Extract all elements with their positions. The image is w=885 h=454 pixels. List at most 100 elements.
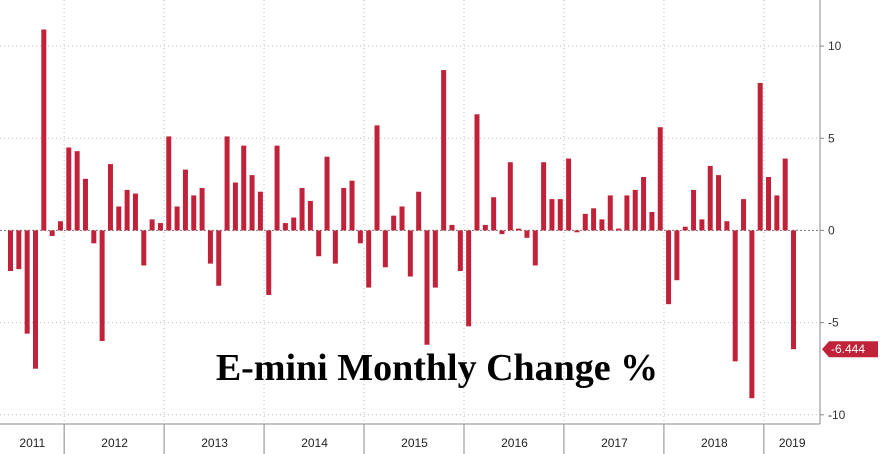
y-tick-label: 0 [828,223,835,237]
y-axis: -10 -5 0 5 10 [819,0,846,424]
bar [649,212,655,231]
bar [524,230,530,238]
bar [724,221,730,231]
last-value-tag: -6.444 [822,341,878,358]
bar [257,191,263,231]
bar [332,230,338,264]
y-tick-label: 5 [828,131,835,145]
bar [657,127,663,231]
bar [49,230,55,236]
bar [216,230,222,286]
bar [82,178,88,231]
bar [549,199,555,231]
last-value-tag-shape [822,341,878,358]
x-tick-label: 2017 [601,436,628,450]
bar [716,175,722,231]
bar [124,189,130,231]
bar [457,230,463,271]
bar [74,151,80,231]
bar [641,176,647,231]
bar [182,169,188,231]
x-tick-label: 2018 [701,436,728,450]
bar [632,189,638,231]
bar [391,215,397,231]
bar [191,195,197,231]
bar [99,230,105,342]
bar [366,230,372,288]
bar [749,230,755,399]
x-tick-label: 2019 [779,436,806,450]
bar [57,221,63,231]
bar [357,230,363,244]
x-tick-label: 2015 [401,436,428,450]
bar [699,219,705,231]
bar [757,82,763,231]
bar [507,162,513,231]
x-tick-label: 2012 [101,436,128,450]
bar [607,195,613,231]
bar [8,230,13,271]
bar [574,230,580,233]
bar [441,70,447,231]
x-axis: 2011 2012 2013 2014 2015 2016 2017 2018 2019 [0,423,820,454]
bar [324,156,330,231]
bar [557,199,563,231]
bar [249,175,255,231]
bar [91,230,97,244]
bar [782,158,788,231]
last-value-label: -6.444 [831,342,865,356]
bar [32,230,38,369]
bar [424,230,430,345]
gridlines [0,0,820,424]
bar [66,147,72,231]
bar [774,195,780,231]
bar [132,193,138,231]
bar [266,230,272,295]
bar [541,162,547,231]
bar [41,29,47,231]
bar [732,230,738,362]
bar [174,206,180,231]
bar [674,230,680,281]
y-tick-label: -5 [828,316,839,330]
bar [399,206,405,231]
bar [766,176,772,231]
bar [407,230,413,277]
bars [8,29,797,399]
chart-title: E-mini Monthly Change % [216,347,658,389]
x-tick-label: 2013 [201,436,228,450]
bar [449,224,455,231]
bar [299,188,305,231]
bar [682,226,688,231]
bar [499,230,505,235]
bar [291,217,297,231]
bar [707,165,713,231]
y-tick-label: 10 [828,39,842,53]
x-tick-label: 2014 [301,436,328,450]
bar [599,219,605,231]
bar [432,230,438,288]
bar [591,208,597,231]
bar [307,200,313,231]
bar [466,230,472,327]
bar [374,125,380,231]
bar [241,145,247,231]
bar [566,158,572,231]
bar [149,219,155,231]
bar [116,206,122,231]
bar [382,230,388,268]
bar [416,191,422,231]
bar [141,230,147,266]
bar [516,228,522,231]
bar [582,213,588,231]
bar [16,230,22,270]
bar [232,182,238,231]
bar [274,145,280,231]
bar [741,199,747,231]
bar [482,224,488,231]
bar [316,230,322,257]
bar [157,223,163,231]
bar [474,114,480,231]
bar [616,228,622,231]
